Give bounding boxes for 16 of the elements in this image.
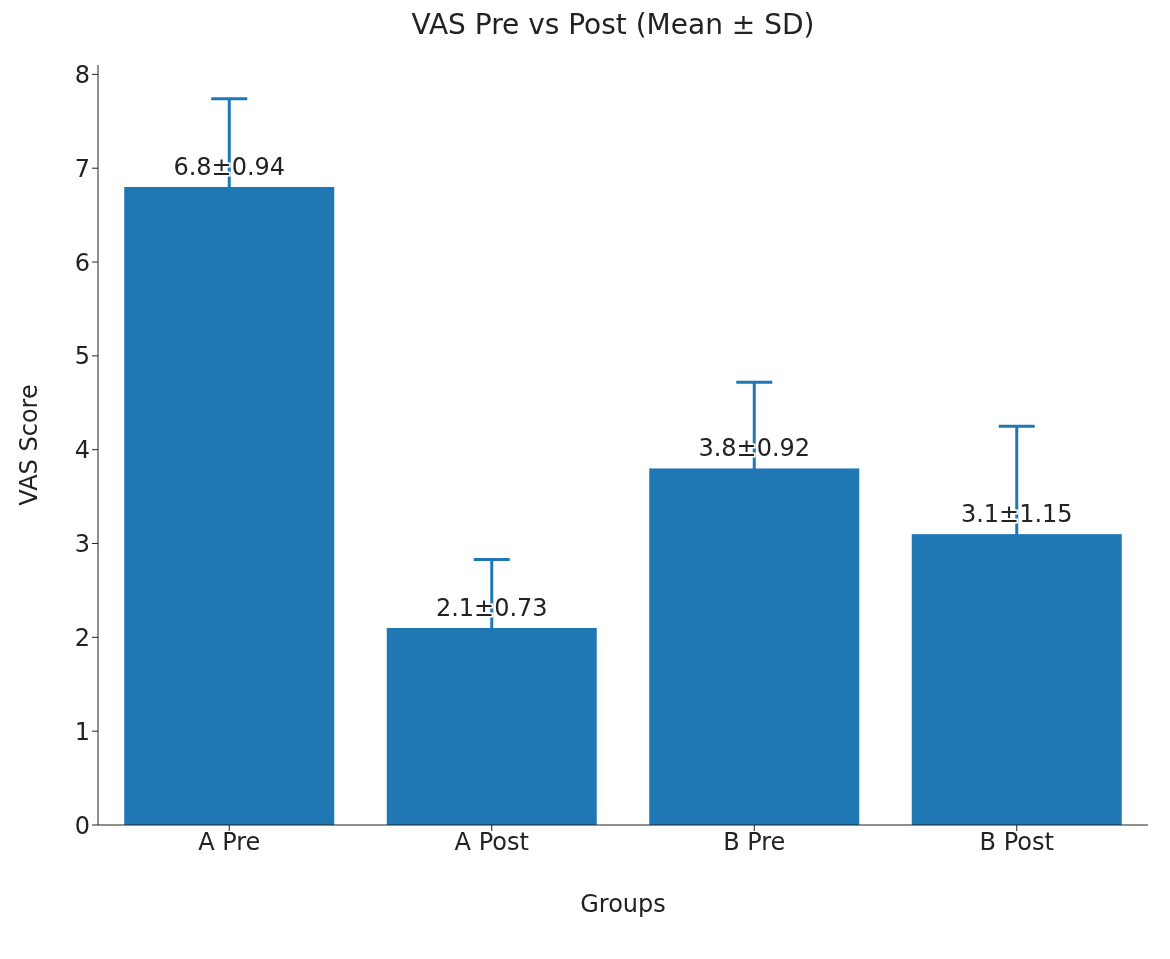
x-axis-title: Groups: [580, 890, 666, 919]
y-tick-label: 7: [74, 154, 90, 183]
x-tick-label: A Post: [454, 828, 529, 857]
y-tick-label: 3: [74, 530, 90, 559]
y-tick-label: 0: [74, 811, 90, 840]
y-tick-label: 2: [74, 623, 90, 652]
y-tick-label: 5: [74, 342, 90, 371]
y-tick-label: 1: [74, 717, 90, 746]
y-axis-title: VAS Score: [14, 384, 43, 506]
x-tick-label: A Pre: [198, 828, 261, 857]
y-tick-label: 4: [74, 436, 90, 465]
y-tick-label: 8: [74, 60, 90, 89]
x-tick-label: B Pre: [723, 828, 786, 857]
chart-title: VAS Pre vs Post (Mean ± SD): [410, 8, 816, 41]
x-tick-label: B Post: [979, 828, 1054, 857]
y-tick-label: 6: [74, 248, 90, 277]
